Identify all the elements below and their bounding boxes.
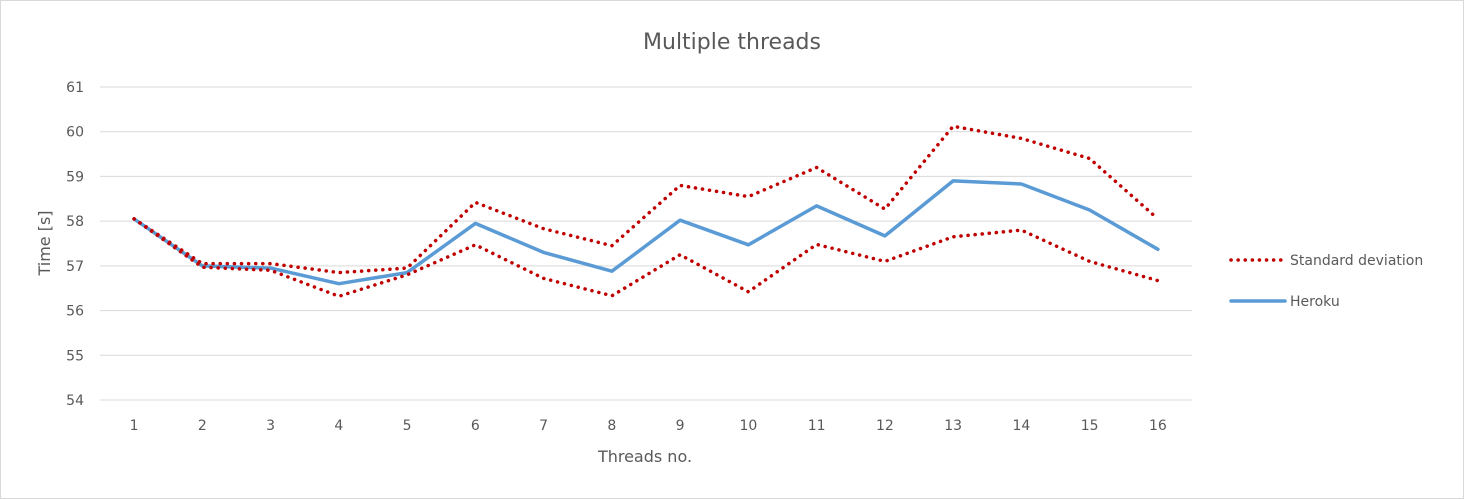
x-tick-label: 6	[471, 418, 480, 434]
y-tick-label: 58	[66, 214, 84, 230]
x-tick-label: 11	[808, 418, 826, 434]
x-tick-label: 5	[403, 418, 412, 434]
series-line-std-lower	[132, 217, 1160, 299]
x-tick-label: 9	[676, 418, 685, 434]
legend-label: Standard deviation	[1290, 253, 1423, 269]
y-tick-label: 59	[66, 169, 84, 185]
y-tick-label: 61	[66, 80, 84, 96]
y-tick-label: 56	[66, 304, 84, 320]
series-lines	[132, 124, 1160, 299]
x-tick-label: 1	[130, 418, 139, 434]
series-line-std-upper	[132, 124, 1160, 275]
y-tick-labels: 54 55 56 57 58 59 60 61	[66, 80, 84, 409]
y-tick-label: 54	[66, 393, 84, 409]
x-tick-label: 12	[876, 418, 894, 434]
x-tick-label: 4	[334, 418, 343, 434]
legend: Standard deviation Heroku	[1229, 253, 1423, 310]
y-axis-label: Time [s]	[35, 210, 54, 276]
x-tick-label: 15	[1081, 418, 1099, 434]
x-tick-label: 7	[539, 418, 548, 434]
grid-lines	[100, 86, 1192, 401]
x-tick-label: 13	[944, 418, 962, 434]
x-tick-labels: 1 2 3 4 5 6 7 8 9 10 11 12 13 14 15 16	[130, 418, 1167, 434]
x-tick-label: 14	[1012, 418, 1030, 434]
x-tick-label: 2	[198, 418, 207, 434]
x-tick-label: 3	[266, 418, 275, 434]
y-tick-label: 55	[66, 348, 84, 364]
series-line-heroku	[132, 179, 1160, 286]
x-tick-label: 10	[739, 418, 757, 434]
chart-title: Multiple threads	[643, 30, 821, 55]
x-tick-label: 8	[607, 418, 616, 434]
x-tick-label: 16	[1149, 418, 1167, 434]
y-tick-label: 57	[66, 259, 84, 275]
y-tick-label: 60	[66, 125, 84, 141]
x-axis-label: Threads no.	[597, 447, 692, 466]
legend-label: Heroku	[1290, 294, 1340, 310]
